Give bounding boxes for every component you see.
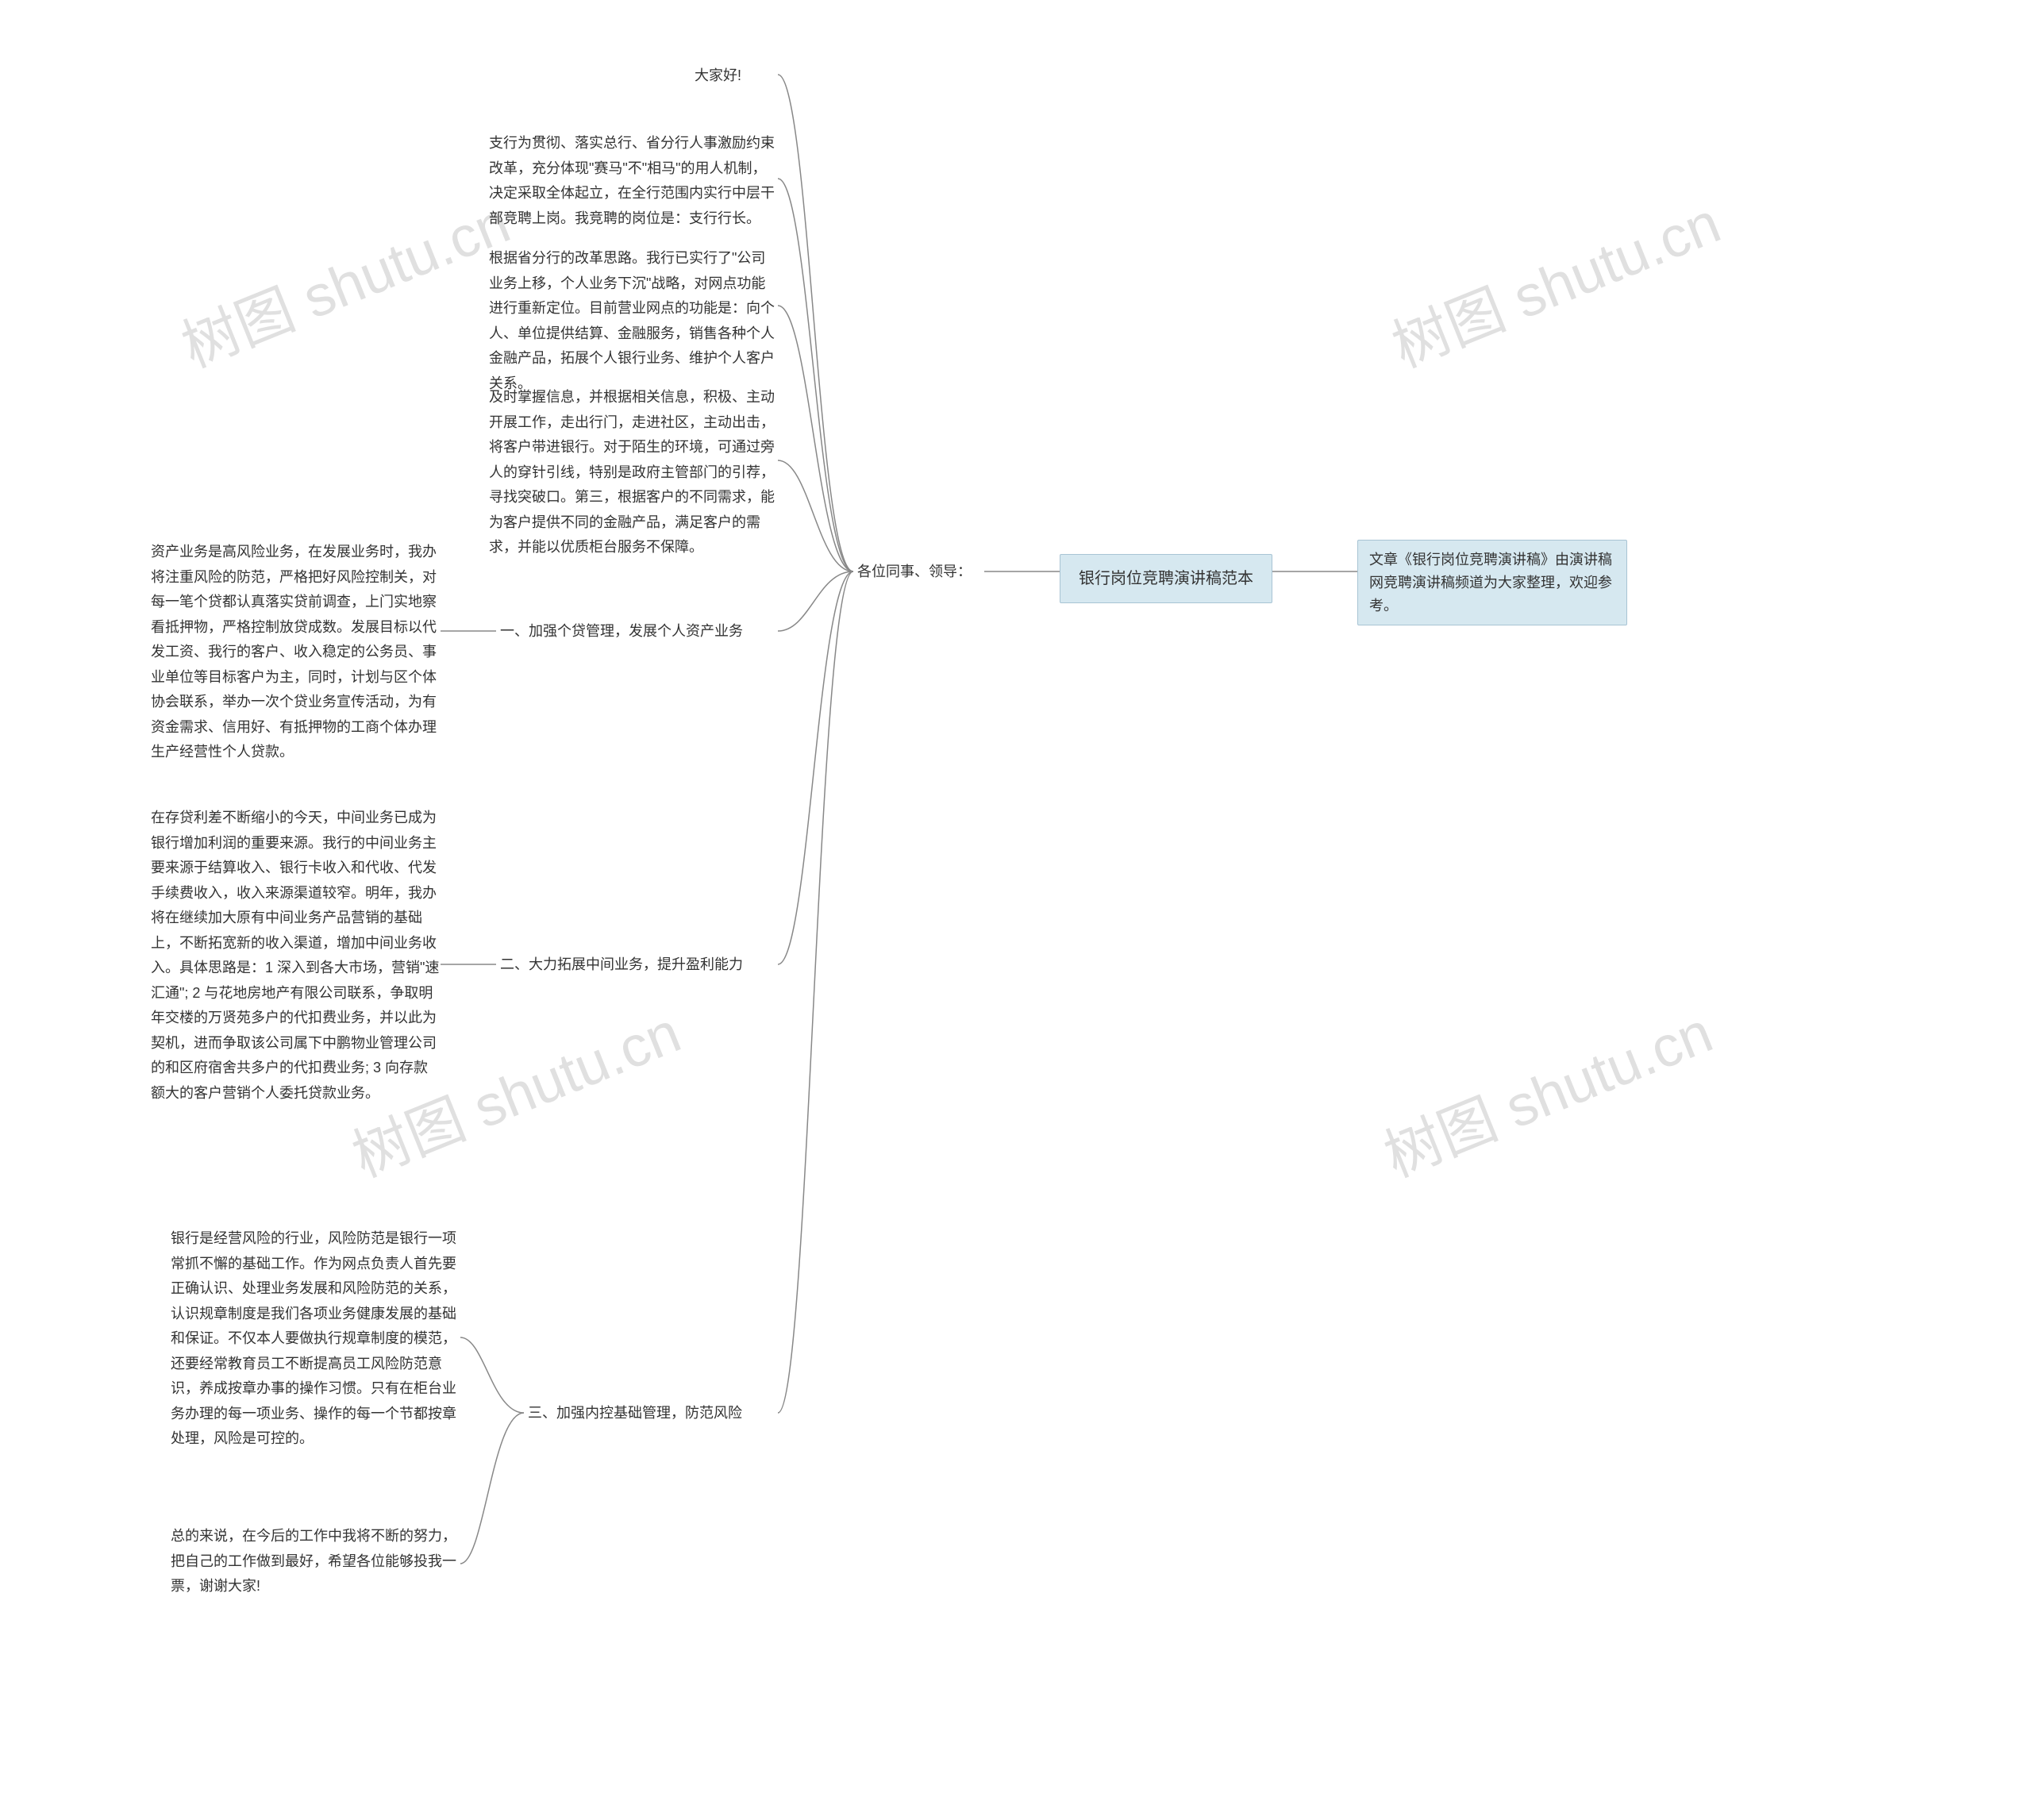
watermark: 树图 shutu.cn	[167, 176, 520, 383]
section-3-title-text: 三、加强内控基础管理，防范风险	[528, 1405, 742, 1421]
intro-node[interactable]: 文章《银行岗位竞聘演讲稿》由演讲稿网竞聘演讲稿频道为大家整理，欢迎参考。	[1357, 540, 1627, 625]
section-3-content-1[interactable]: 银行是经营风险的行业，风险防范是银行一项常抓不懈的基础工作。作为网点负责人首先要…	[171, 1226, 460, 1452]
section-3-content-2-text: 总的来说，在今后的工作中我将不断的努力，把自己的工作做到最好，希望各位能够投我一…	[171, 1528, 456, 1594]
paragraph-1-text: 支行为贯彻、落实总行、省分行人事激励约束改革，充分体现"赛马"不"相马"的用人机…	[489, 135, 775, 226]
section-1-title[interactable]: 一、加强个贷管理，发展个人资产业务	[500, 619, 743, 645]
address-text: 各位同事、领导：	[857, 564, 972, 579]
section-1-title-text: 一、加强个贷管理，发展个人资产业务	[500, 623, 743, 639]
paragraph-1[interactable]: 支行为贯彻、落实总行、省分行人事激励约束改革，充分体现"赛马"不"相马"的用人机…	[489, 131, 779, 231]
section-2-title[interactable]: 二、大力拓展中间业务，提升盈利能力	[500, 952, 743, 978]
greeting-text: 大家好!	[695, 67, 741, 83]
greeting-node[interactable]: 大家好!	[695, 63, 741, 89]
address-node[interactable]: 各位同事、领导：	[857, 560, 972, 585]
section-3-content-2[interactable]: 总的来说，在今后的工作中我将不断的努力，把自己的工作做到最好，希望各位能够投我一…	[171, 1524, 460, 1599]
mindmap-canvas: 树图 shutu.cn 树图 shutu.cn 树图 shutu.cn 树图 s…	[0, 0, 2032, 1820]
section-3-title[interactable]: 三、加强内控基础管理，防范风险	[528, 1401, 742, 1426]
watermark: 树图 shutu.cn	[1378, 176, 1730, 383]
section-2-title-text: 二、大力拓展中间业务，提升盈利能力	[500, 956, 743, 972]
section-3-content-1-text: 银行是经营风险的行业，风险防范是银行一项常抓不懈的基础工作。作为网点负责人首先要…	[171, 1230, 456, 1446]
section-2-content-text: 在存贷利差不断缩小的今天，中间业务已成为银行增加利润的重要来源。我行的中间业务主…	[151, 810, 439, 1101]
section-1-content-text: 资产业务是高风险业务，在发展业务时，我办将注重风险的防范，严格把好风险控制关，对…	[151, 544, 437, 760]
paragraph-3-text: 及时掌握信息，并根据相关信息，积极、主动开展工作，走出行门，走进社区，主动出击，…	[489, 389, 775, 555]
paragraph-2-text: 根据省分行的改革思路。我行已实行了"公司业务上移，个人业务下沉"战略，对网点功能…	[489, 250, 775, 391]
root-node[interactable]: 银行岗位竞聘演讲稿范本	[1060, 554, 1272, 603]
section-2-content[interactable]: 在存贷利差不断缩小的今天，中间业务已成为银行增加利润的重要来源。我行的中间业务主…	[151, 806, 441, 1106]
watermark: 树图 shutu.cn	[1370, 986, 1722, 1193]
section-1-content[interactable]: 资产业务是高风险业务，在发展业务时，我办将注重风险的防范，严格把好风险控制关，对…	[151, 540, 441, 765]
paragraph-2[interactable]: 根据省分行的改革思路。我行已实行了"公司业务上移，个人业务下沉"战略，对网点功能…	[489, 246, 779, 396]
paragraph-3[interactable]: 及时掌握信息，并根据相关信息，积极、主动开展工作，走出行门，走进社区，主动出击，…	[489, 385, 779, 560]
root-title: 银行岗位竞聘演讲稿范本	[1079, 570, 1253, 587]
intro-text: 文章《银行岗位竞聘演讲稿》由演讲稿网竞聘演讲稿频道为大家整理，欢迎参考。	[1369, 552, 1612, 614]
